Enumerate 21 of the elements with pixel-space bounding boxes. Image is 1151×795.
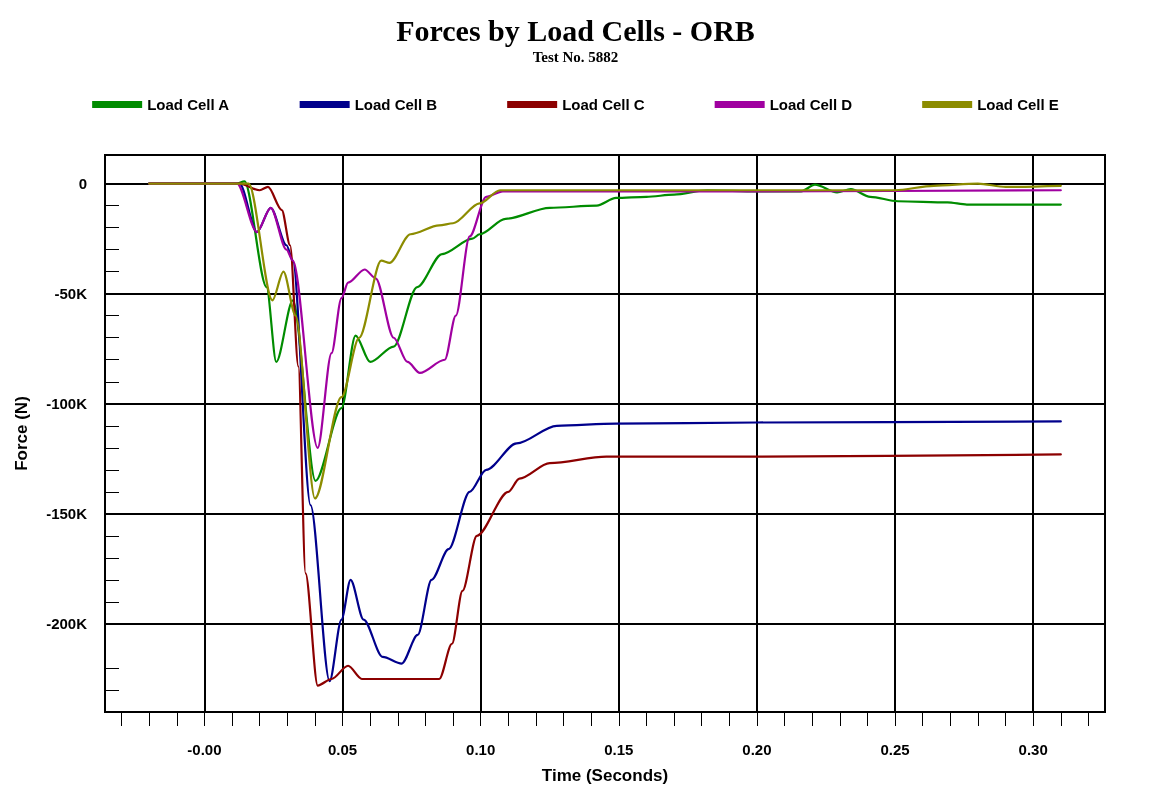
x-tick-label: 0.15 [604,741,634,758]
x-tick-label: -0.00 [187,741,222,758]
legend-label: Load Cell B [354,96,438,113]
legend-label: Load Cell A [147,96,230,113]
y-axis-title: Force (N) [12,396,31,471]
x-tick-label: 0.10 [466,741,496,758]
y-tick-label: -200K [46,615,88,633]
x-tick-label: 0.30 [1018,741,1048,758]
legend-label: Load Cell E [977,96,1059,113]
y-tick-label: -150K [46,505,88,523]
x-tick-label: 0.05 [327,741,358,758]
legend-label: Load Cell D [769,96,853,113]
chart-subtitle: Test No. 5882 [532,48,619,65]
y-tick-label: 0 [78,175,87,193]
x-tick-label: 0.25 [880,741,910,758]
y-tick-label: -100K [46,395,88,413]
chart-title: Forces by Load Cells - ORB [396,13,755,47]
y-tick-label: -50K [54,285,88,303]
x-tick-label: 0.20 [742,741,772,758]
legend-label: Load Cell C [562,96,645,113]
x-axis-title: Time (Seconds) [541,766,669,785]
